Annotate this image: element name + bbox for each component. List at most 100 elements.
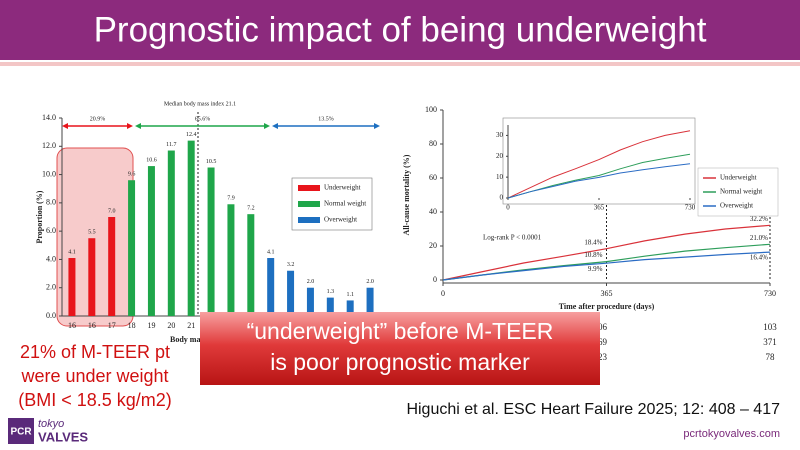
annotation: 65.6% (195, 116, 211, 122)
legend-label: Normal weight (324, 200, 366, 208)
legend-swatch (298, 217, 320, 223)
bar (187, 140, 195, 316)
y-tick-label: 0.0 (46, 311, 56, 320)
x-tick-label: 21 (187, 321, 195, 330)
legend-swatch (298, 185, 320, 191)
data-label: 4.1 (267, 249, 275, 255)
y-tick-label: 4.0 (46, 254, 56, 263)
header-rule (0, 62, 800, 66)
bar (227, 204, 235, 316)
y-tick-label: 20 (429, 241, 437, 250)
inset-box (502, 117, 696, 205)
data-label: 3.2 (287, 262, 295, 268)
data-label: 2.0 (307, 279, 315, 285)
legend-label: Overweight (720, 202, 753, 210)
y-tick-label: 0 (500, 194, 504, 202)
bar (287, 270, 295, 316)
note-text: 21% of M-TEER pt (20, 342, 170, 362)
slide-title: Prognostic impact of being underweight (94, 10, 707, 49)
data-label: 10.5 (206, 159, 217, 165)
annotation: Median body mass index 21.1 (164, 101, 236, 107)
legend-swatch (298, 201, 320, 207)
logo-text: PCR (10, 427, 32, 438)
bar (346, 300, 354, 316)
bar (128, 180, 136, 316)
bar (366, 287, 374, 316)
x-tick-label: 365 (594, 204, 605, 212)
y-tick-label: 12.0 (42, 141, 56, 150)
risk-cell: 78 (766, 352, 776, 362)
bar (247, 214, 255, 316)
y-tick-label: 100 (425, 105, 437, 114)
risk-cell: 23 (598, 352, 608, 362)
bar (167, 150, 175, 316)
data-label: 11.7 (166, 142, 176, 148)
logo-text: tokyo (38, 418, 64, 430)
bar (68, 258, 76, 316)
y-tick-label: 0 (433, 275, 437, 284)
bar (207, 167, 215, 316)
x-tick-label: 18 (128, 321, 136, 330)
bar (306, 287, 314, 316)
callout-box (200, 312, 600, 385)
x-tick-label: 17 (108, 321, 116, 330)
risk-cell: 103 (763, 322, 777, 332)
logo-text: VALVES (38, 429, 88, 444)
y-tick-label: 14.0 (42, 113, 56, 122)
y-tick-label: 10 (496, 173, 504, 181)
data-label: 1.3 (327, 289, 335, 295)
y-axis-label: All-cause mortality (%) (402, 154, 411, 235)
data-label: 12.4 (186, 132, 197, 138)
legend-label: Underweight (720, 174, 757, 182)
data-label: 18.4% (584, 238, 602, 246)
annotation: Log-rank P < 0.0001 (483, 234, 542, 242)
note-text: were under weight (20, 366, 168, 386)
y-tick-label: 2.0 (46, 283, 56, 292)
callout-text: “underweight” before M-TEER (247, 318, 554, 344)
annotation: 13.5% (318, 116, 334, 122)
data-label: 7.2 (247, 206, 255, 212)
bar (88, 238, 96, 316)
data-label: 2.0 (366, 279, 374, 285)
data-label: 7.9 (227, 196, 235, 202)
data-label: 7.0 (108, 208, 116, 214)
data-label: 16.4% (750, 254, 768, 262)
note-text: (BMI < 18.5 kg/m2) (18, 390, 172, 410)
citation: Higuchi et al. ESC Heart Failure 2025; 1… (406, 401, 780, 418)
series-line (442, 251, 771, 281)
legend-label: Underweight (324, 184, 361, 192)
x-tick-label: 16 (68, 321, 76, 330)
data-label: 9.6 (128, 172, 136, 178)
y-tick-label: 10.0 (42, 169, 56, 178)
header-bar (0, 0, 800, 60)
risk-cell: 371 (763, 337, 777, 347)
y-tick-label: 30 (496, 131, 504, 139)
risk-cell: 069 (594, 337, 608, 347)
data-label: 5.5 (88, 230, 96, 236)
y-tick-label: 60 (429, 173, 437, 182)
x-axis-label: Body ma (170, 335, 200, 344)
bar (326, 297, 334, 316)
bar (147, 166, 155, 316)
website: pcrtokyovalves.com (683, 428, 780, 440)
y-axis-label: Proportion (%) (35, 190, 44, 243)
annotation: 20.9% (90, 116, 106, 122)
bar (267, 258, 275, 316)
risk-cell: 06 (598, 322, 608, 332)
series-line (507, 130, 691, 199)
x-tick-label: 20 (167, 321, 175, 330)
data-label: 9.9% (588, 265, 603, 273)
bar (108, 217, 116, 316)
x-tick-label: 0 (506, 204, 510, 212)
callout: “underweight” before M-TEER is poor prog… (200, 312, 600, 385)
legend-label: Overweight (324, 216, 357, 224)
x-tick-label: 19 (147, 321, 155, 330)
data-label: 32.2% (750, 215, 768, 223)
x-axis-label: Time after procedure (days) (559, 302, 655, 311)
logo-mark (8, 418, 34, 444)
x-tick-label: 365 (601, 289, 613, 298)
data-label: 10.6 (146, 157, 157, 163)
y-tick-label: 6.0 (46, 226, 56, 235)
